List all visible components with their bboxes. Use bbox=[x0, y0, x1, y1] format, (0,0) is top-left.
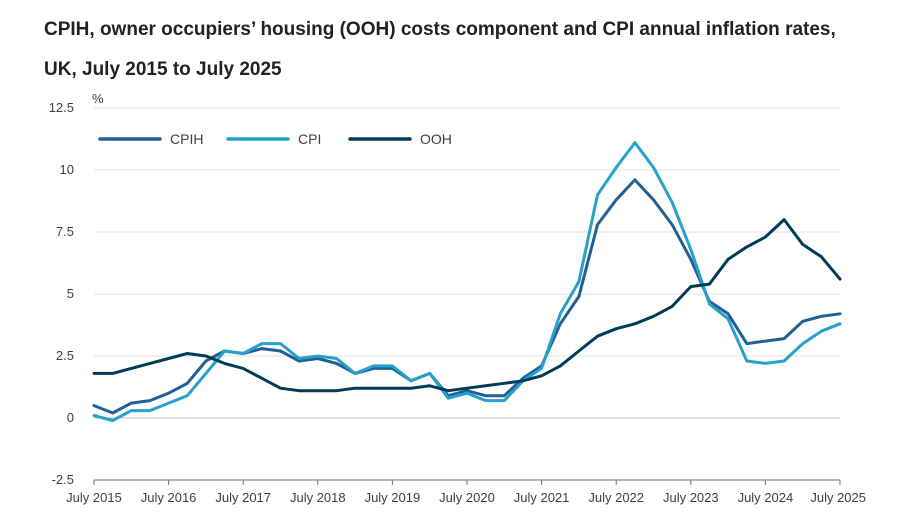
legend-label-ooh: OOH bbox=[420, 131, 452, 147]
y-unit-label: % bbox=[92, 91, 104, 106]
series-line-ooh bbox=[92, 218, 842, 393]
y-tick-label: 10 bbox=[60, 162, 74, 177]
x-tick-label: July 2023 bbox=[663, 490, 719, 505]
x-tick-label: July 2018 bbox=[290, 490, 346, 505]
gridlines bbox=[94, 107, 840, 481]
x-tick-label: July 2015 bbox=[66, 490, 122, 505]
y-tick-label: -2.5 bbox=[52, 472, 74, 487]
y-tick-label: 2.5 bbox=[56, 348, 74, 363]
series-line-cpi bbox=[92, 141, 842, 422]
y-tick-label: 5 bbox=[67, 286, 74, 301]
x-tick-label: July 2016 bbox=[141, 490, 197, 505]
x-axis: July 2015 July 2016 July 2017 July 2018 July… bbox=[66, 479, 866, 505]
x-tick-label: July 2024 bbox=[738, 490, 794, 505]
x-tick-label: July 2025 bbox=[810, 490, 866, 505]
x-tick-label: July 2020 bbox=[439, 490, 495, 505]
chart-title: CPIH, owner occupiers’ housing (OOH) cos… bbox=[44, 19, 836, 80]
x-tick-label: July 2019 bbox=[365, 490, 421, 505]
legend-label-cpi: CPI bbox=[298, 131, 321, 147]
x-tick-label: July 2021 bbox=[514, 490, 570, 505]
y-tick-label: 12.5 bbox=[49, 100, 74, 115]
series-line-cpih bbox=[92, 178, 842, 415]
x-tick-label: July 2022 bbox=[588, 490, 644, 505]
y-tick-label: 7.5 bbox=[56, 224, 74, 239]
legend-label-cpih: CPIH bbox=[170, 131, 203, 147]
series-lines bbox=[92, 141, 842, 422]
legend: CPIH CPI OOH bbox=[98, 131, 452, 147]
x-tick-label: July 2017 bbox=[215, 490, 271, 505]
y-tick-label: 0 bbox=[67, 410, 74, 425]
y-axis: -2.5 0 2.5 5 7.5 10 12.5 bbox=[49, 100, 74, 487]
